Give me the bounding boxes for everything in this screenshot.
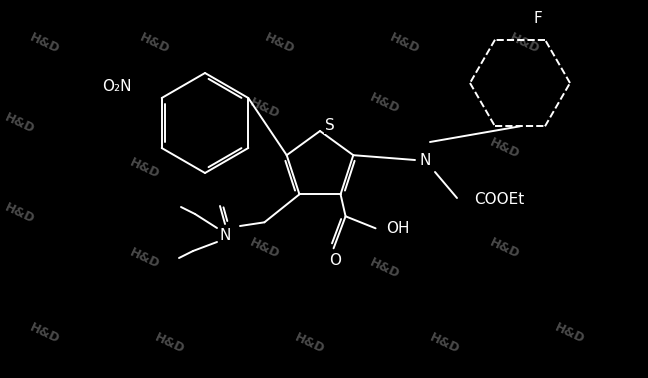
- Text: H&D: H&D: [368, 90, 402, 116]
- Text: S: S: [325, 118, 335, 133]
- Text: H&D: H&D: [128, 245, 162, 271]
- Text: H&D: H&D: [388, 31, 422, 56]
- Text: H&D: H&D: [3, 200, 37, 226]
- Text: O₂N: O₂N: [102, 79, 132, 93]
- Text: H&D: H&D: [128, 155, 162, 181]
- Text: F: F: [533, 11, 542, 25]
- Text: N: N: [219, 228, 231, 243]
- Text: H&D: H&D: [553, 321, 587, 345]
- Text: N: N: [419, 152, 431, 167]
- Text: H&D: H&D: [488, 235, 522, 260]
- Text: H&D: H&D: [153, 330, 187, 356]
- Text: H&D: H&D: [428, 330, 462, 356]
- Text: H&D: H&D: [138, 31, 172, 56]
- Text: O: O: [330, 253, 341, 268]
- Text: H&D: H&D: [3, 110, 37, 136]
- Text: H&D: H&D: [28, 31, 62, 56]
- Text: H&D: H&D: [263, 31, 297, 56]
- Text: H&D: H&D: [368, 256, 402, 280]
- Text: H&D: H&D: [248, 96, 282, 121]
- Text: H&D: H&D: [28, 321, 62, 345]
- Text: H&D: H&D: [293, 330, 327, 356]
- Text: H&D: H&D: [508, 31, 542, 56]
- Text: COOEt: COOEt: [474, 192, 524, 208]
- Text: H&D: H&D: [248, 235, 282, 260]
- Text: OH: OH: [386, 221, 410, 236]
- Text: H&D: H&D: [488, 135, 522, 161]
